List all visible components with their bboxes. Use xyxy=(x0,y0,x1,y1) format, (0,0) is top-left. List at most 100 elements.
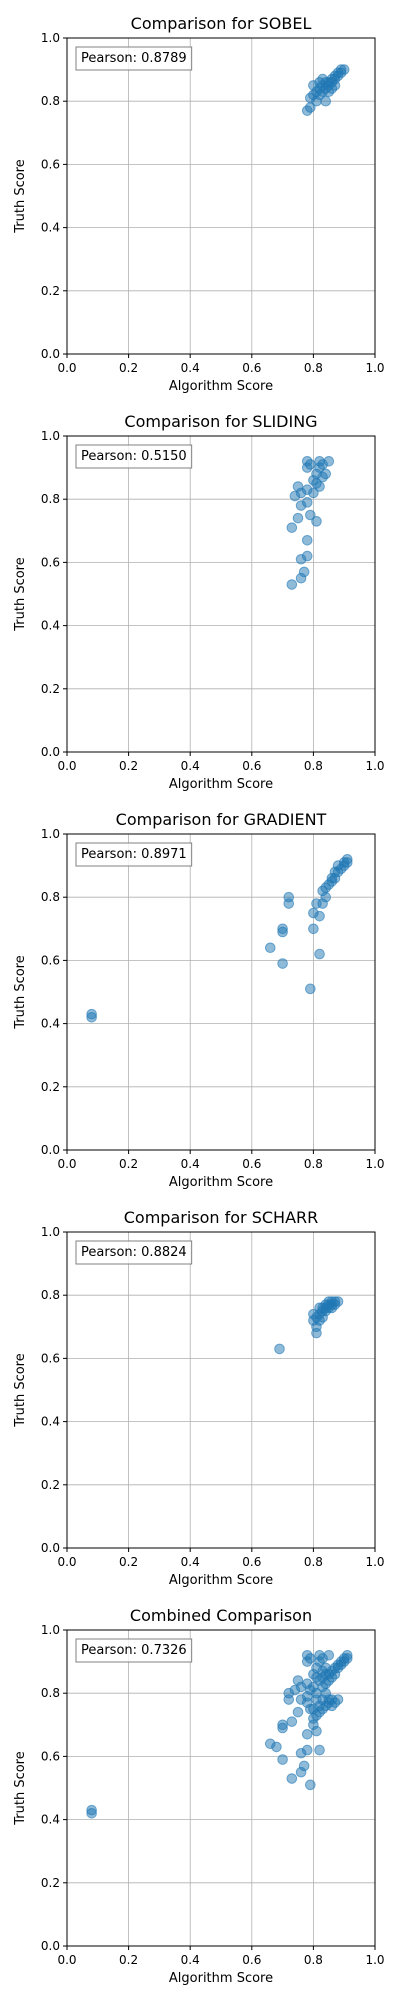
plot-frame xyxy=(66,37,376,355)
chart-panel-3: Comparison for SCHARR 0.0 0.2 0.4 0.6 0.8 1.0 0… xyxy=(13,1208,385,1588)
scatter-point xyxy=(277,1754,288,1765)
x-axis-label: Algorithm Score xyxy=(169,379,273,394)
x-tick-label: 0.4 xyxy=(181,759,200,773)
scatter-point xyxy=(317,73,328,85)
chart-panel-0: Comparison for SOBEL 0.0 0.2 0.4 0.6 0.8 1.0 0.… xyxy=(13,14,385,394)
x-tick-label: 0.2 xyxy=(119,1953,138,1967)
y-axis-label: Truth Score xyxy=(13,1353,28,1428)
plot-frame xyxy=(66,1629,376,1947)
x-axis-label: Algorithm Score xyxy=(169,1573,273,1588)
annotation-box xyxy=(75,842,193,867)
y-tick-label: 0.4 xyxy=(41,619,60,633)
x-tick-label: 0.8 xyxy=(304,361,323,375)
y-tick-label: 0.0 xyxy=(41,1541,60,1555)
x-tick-label: 0.6 xyxy=(242,759,261,773)
scatter-point xyxy=(311,516,322,527)
scatter-point xyxy=(298,566,310,578)
chart-panel-2: Comparison for GRADIENT 0.0 0.2 0.4 0.6 0.8 1.… xyxy=(13,810,385,1190)
scatter-point xyxy=(277,1719,288,1731)
scatter-point xyxy=(320,95,332,107)
y-tick-label: 0.0 xyxy=(41,1143,60,1157)
x-tick-label: 0.8 xyxy=(304,1157,323,1171)
y-tick-label: 0.0 xyxy=(41,347,60,361)
scatter-point xyxy=(292,481,304,492)
x-tick-label: 1.0 xyxy=(365,1953,384,1967)
y-tick-label: 0.2 xyxy=(41,1478,60,1492)
y-tick-label: 1.0 xyxy=(41,429,60,443)
scatter-point xyxy=(286,579,298,590)
scatter-point xyxy=(314,1302,325,1314)
scatter-point xyxy=(301,1728,313,1740)
scatter-point xyxy=(332,1694,344,1705)
scatter-point xyxy=(323,1649,335,1661)
x-tick-label: 0.2 xyxy=(119,361,138,375)
y-tick-label: 0.4 xyxy=(41,221,60,235)
pearson-annotation: Pearson: 0.8824 xyxy=(81,1245,187,1260)
scatter-point xyxy=(86,1008,97,1020)
x-tick-label: 1.0 xyxy=(365,1157,384,1171)
y-tick-label: 0.4 xyxy=(41,1415,60,1429)
scatter-point xyxy=(308,1308,319,1320)
y-tick-label: 0.2 xyxy=(41,1876,60,1890)
annotation-box xyxy=(75,1240,193,1265)
scatter-point xyxy=(301,497,313,508)
scatter-point xyxy=(308,923,319,935)
x-tick-label: 0.2 xyxy=(119,1157,138,1171)
y-tick-label: 0.4 xyxy=(41,1017,60,1031)
y-tick-label: 0.6 xyxy=(41,953,60,967)
y-axis-label: Truth Score xyxy=(13,159,28,234)
scatter-point xyxy=(305,983,316,995)
scatter-point xyxy=(277,923,288,935)
annotation-box xyxy=(75,1638,193,1663)
y-tick-label: 0.4 xyxy=(41,1813,60,1827)
x-tick-label: 0.4 xyxy=(181,1953,200,1967)
x-tick-label: 0.0 xyxy=(57,1953,76,1967)
scatter-point xyxy=(301,534,313,546)
y-tick-label: 0.2 xyxy=(41,284,60,298)
scatter-point xyxy=(292,1706,304,1718)
chart-title: Comparison for GRADIENT xyxy=(116,810,327,829)
x-axis-label: Algorithm Score xyxy=(169,777,273,792)
x-axis-label: Algorithm Score xyxy=(169,1971,273,1986)
plot-frame xyxy=(66,833,376,1151)
scatter-point xyxy=(314,948,325,960)
scatter-point xyxy=(283,891,295,903)
scatter-point xyxy=(320,468,332,480)
scatter-point xyxy=(274,1343,285,1355)
x-tick-label: 0.8 xyxy=(304,1555,323,1569)
chart-panel-4: Combined Comparison 0.0 0.2 0.4 0.6 0.8 1.0 0.0… xyxy=(13,1606,385,1986)
y-tick-label: 0.6 xyxy=(41,157,60,171)
y-tick-label: 0.6 xyxy=(41,555,60,569)
scatter-point xyxy=(326,876,338,887)
x-tick-label: 0.0 xyxy=(57,361,76,375)
scatter-point xyxy=(264,942,276,954)
scatter-point xyxy=(341,1653,353,1664)
chart-title: Comparison for SCHARR xyxy=(124,1208,319,1227)
scatter-point xyxy=(292,512,304,524)
x-tick-label: 1.0 xyxy=(365,361,384,375)
x-tick-label: 0.6 xyxy=(242,1157,261,1171)
x-tick-label: 0.0 xyxy=(57,1555,76,1569)
scatter-point xyxy=(298,1760,310,1772)
y-tick-label: 0.0 xyxy=(41,745,60,759)
y-tick-label: 0.6 xyxy=(41,1749,60,1763)
x-axis-label: Algorithm Score xyxy=(169,1175,273,1190)
scatter-point xyxy=(271,1741,282,1753)
x-tick-label: 0.2 xyxy=(119,1555,138,1569)
scatter-point xyxy=(332,1296,344,1307)
x-tick-label: 0.0 xyxy=(57,759,76,773)
annotation-box xyxy=(75,46,193,71)
x-tick-label: 0.2 xyxy=(119,759,138,773)
x-tick-label: 0.6 xyxy=(242,361,261,375)
pearson-annotation: Pearson: 0.8971 xyxy=(81,847,187,862)
y-tick-label: 0.8 xyxy=(41,94,60,108)
y-axis-label: Truth Score xyxy=(13,955,28,1030)
scatter-point xyxy=(311,1725,322,1737)
scatter-point xyxy=(301,455,313,467)
x-tick-label: 0.8 xyxy=(304,1953,323,1967)
annotation-box xyxy=(75,444,193,469)
plot-frame xyxy=(66,1231,376,1549)
scatter-point xyxy=(314,1744,325,1756)
y-tick-label: 0.2 xyxy=(41,1080,60,1094)
scatter-point xyxy=(301,550,313,562)
